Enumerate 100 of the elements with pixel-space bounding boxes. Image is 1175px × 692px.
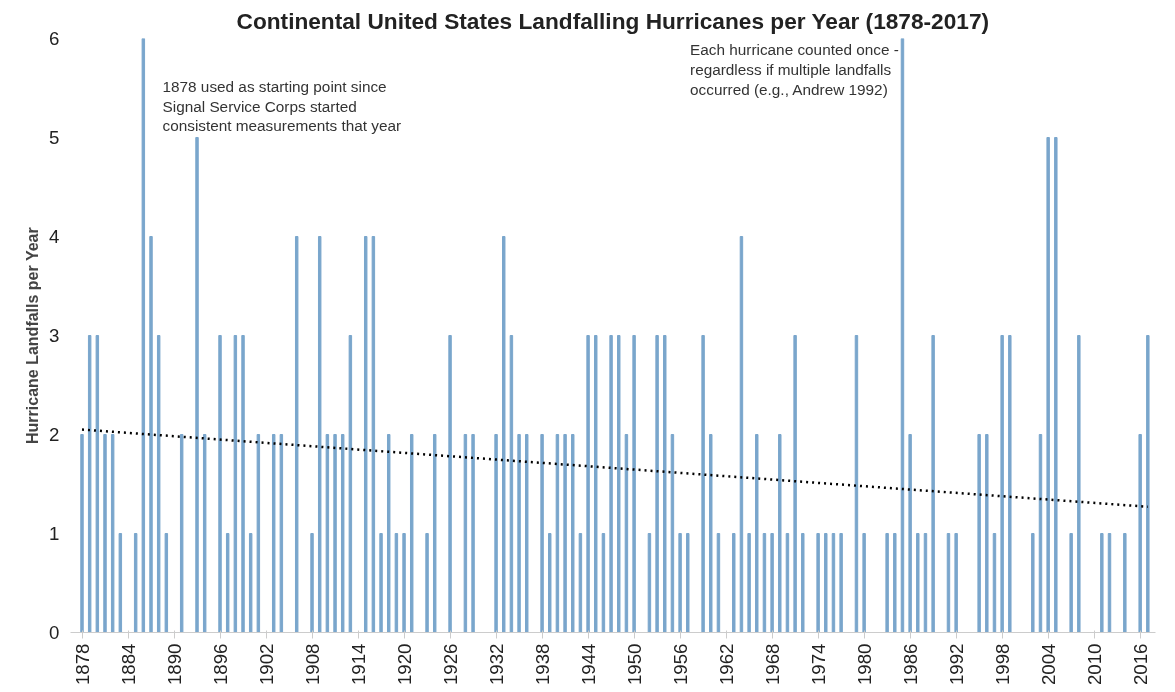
bar [931, 335, 935, 633]
bar [502, 236, 506, 633]
bar [164, 533, 169, 633]
bar [609, 335, 613, 633]
x-tick-label: 2016 [1129, 643, 1151, 685]
bar [1031, 533, 1035, 633]
bar [571, 434, 575, 633]
x-tick-label: 1950 [623, 643, 645, 685]
x-tick-label: 1920 [393, 643, 415, 685]
bar [279, 434, 284, 633]
bar [893, 533, 897, 633]
bar [778, 434, 782, 633]
bar [801, 533, 805, 633]
bar [241, 335, 245, 633]
bar [471, 434, 475, 633]
x-tick-label: 1914 [347, 643, 369, 685]
bar [317, 236, 322, 633]
x-tick-label: 1908 [301, 643, 323, 685]
bar [709, 434, 713, 633]
bar [755, 434, 759, 633]
bar [110, 434, 115, 633]
x-tick-label: 1968 [761, 643, 783, 685]
bar [433, 434, 437, 633]
bar [732, 533, 736, 633]
bar [333, 434, 337, 633]
bar [563, 434, 567, 633]
bar [195, 137, 199, 633]
bar [540, 434, 544, 633]
bar [885, 533, 889, 633]
bar [149, 236, 153, 633]
bar [525, 434, 529, 633]
x-tick-label: 1884 [117, 643, 139, 685]
bar [586, 335, 590, 633]
bar [310, 533, 314, 633]
bar [862, 533, 866, 633]
x-tick-label: 1938 [531, 643, 553, 685]
bar [325, 434, 330, 633]
bar [409, 434, 414, 633]
y-tick-label: 2 [49, 424, 60, 445]
bar [617, 335, 621, 633]
annotation: Each hurricane counted once - regardless if multiple landfalls occurred (e.g., Andrew 1992) [690, 41, 899, 98]
y-tick-label: 1 [49, 523, 60, 544]
bar [248, 533, 253, 633]
bar [1138, 434, 1142, 633]
bar [770, 533, 774, 633]
bar [517, 434, 521, 633]
bar [271, 434, 276, 633]
bar [655, 335, 659, 633]
bar [916, 533, 920, 633]
bar [379, 533, 383, 633]
bar [386, 434, 391, 633]
annotation: 1878 used as starting point since Signal Service Corps started consistent measurements that year [162, 78, 402, 135]
x-tick-label: 1926 [439, 643, 461, 685]
y-tick-label: 6 [49, 28, 60, 49]
bar [954, 533, 958, 633]
chart-title: Continental United States Landfalling Hurricanes per Year (1878-2017) [236, 7, 990, 34]
bar [202, 434, 207, 633]
bar [233, 335, 238, 633]
bar [985, 434, 989, 633]
bar [218, 335, 222, 633]
bar [1123, 533, 1127, 633]
x-tick-label: 1992 [945, 643, 967, 685]
x-tick-label: 1932 [485, 643, 507, 685]
bar [340, 434, 345, 633]
x-tick-label: 1956 [669, 643, 691, 685]
bar [156, 335, 161, 633]
x-tick-label: 2004 [1037, 643, 1059, 685]
bar [225, 533, 230, 633]
bar [133, 533, 138, 633]
bar [402, 533, 406, 633]
bar [908, 434, 912, 633]
bar [632, 335, 636, 633]
bar [95, 335, 100, 633]
x-tick-label: 2010 [1083, 643, 1105, 685]
x-tick-label: 1998 [991, 643, 1013, 685]
x-tick-label: 1902 [255, 643, 277, 685]
bar [839, 533, 843, 633]
y-axis-title: Hurricane Landfalls per Year [24, 227, 42, 444]
bar [1054, 137, 1058, 633]
bar [1146, 335, 1150, 633]
x-tick-label: 1962 [715, 643, 737, 685]
bar [1000, 335, 1004, 633]
bar [118, 533, 123, 633]
bar [663, 335, 667, 633]
bar [256, 434, 261, 633]
bar [1100, 533, 1104, 633]
bar [363, 236, 368, 633]
y-tick-label: 4 [49, 226, 60, 247]
bar [1077, 335, 1081, 633]
x-tick-label: 1944 [577, 643, 599, 685]
bar [594, 335, 598, 633]
bar [494, 434, 498, 633]
bar [448, 335, 452, 633]
bar [701, 335, 705, 633]
bar [179, 434, 184, 633]
bar [747, 533, 751, 633]
bar [977, 434, 981, 633]
y-tick-label: 3 [49, 325, 60, 346]
bar [87, 335, 92, 633]
bar [548, 533, 552, 633]
